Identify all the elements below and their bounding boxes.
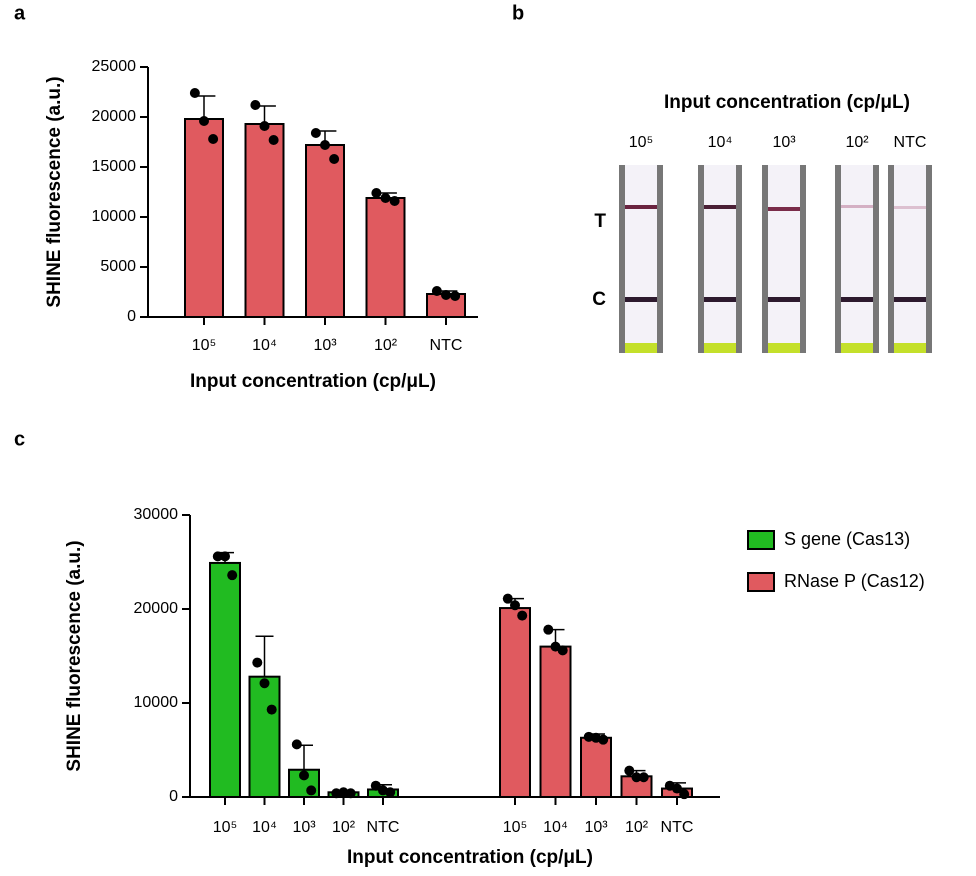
data-point — [212, 551, 223, 562]
data-point — [543, 624, 554, 635]
x-tick-label: 10⁴ — [543, 819, 568, 836]
data-point — [306, 785, 317, 796]
bar — [305, 144, 345, 318]
data-point — [250, 100, 261, 110]
x-tick-label: 10⁵ — [503, 819, 527, 836]
y-axis-label: SHINE fluorescence (a.u.) — [44, 76, 65, 307]
lane-label: 10³ — [772, 134, 796, 151]
data-point — [329, 154, 340, 164]
x-tick-label: 10⁴ — [252, 819, 277, 836]
data-point — [638, 772, 649, 783]
line-label: C — [592, 289, 606, 310]
data-point — [598, 734, 609, 745]
legend-label: S gene (Cas13) — [784, 529, 910, 549]
data-point — [259, 678, 270, 689]
y-tick-label: 20000 — [134, 600, 179, 617]
x-tick-label: 10² — [625, 819, 649, 836]
x-tick-label: 10³ — [584, 819, 608, 836]
data-point — [299, 770, 309, 781]
x-axis-label: Input concentration (cp/μL) — [347, 847, 593, 868]
bar — [499, 607, 531, 798]
data-point — [320, 140, 330, 150]
y-tick-label: 15000 — [92, 158, 137, 175]
x-axis-label: Input concentration (cp/μL) — [190, 371, 436, 392]
x-tick-label: 10³ — [313, 337, 337, 354]
data-point — [557, 645, 568, 656]
y-tick-label: 30000 — [134, 506, 179, 523]
data-point — [441, 290, 451, 300]
data-point — [631, 772, 642, 783]
lane-label: 10⁴ — [708, 134, 733, 151]
data-point — [385, 787, 396, 798]
data-point — [220, 551, 230, 562]
data-point — [624, 765, 635, 776]
lane-label: 10⁵ — [629, 134, 653, 151]
bar — [365, 197, 406, 318]
data-point — [227, 570, 238, 581]
bar — [580, 736, 612, 799]
data-point — [345, 788, 356, 799]
data-point — [450, 291, 461, 301]
bar — [248, 675, 281, 798]
data-point — [389, 196, 400, 206]
data-point — [268, 135, 279, 145]
data-point — [259, 121, 270, 131]
data-point — [380, 193, 391, 203]
strip-title: Input concentration (cp/μL) — [664, 92, 910, 113]
bar — [539, 645, 572, 798]
y-tick-label: 25000 — [92, 58, 137, 75]
panel-label: b — [512, 2, 524, 24]
legend-swatch — [747, 530, 775, 550]
x-tick-label: 10⁵ — [213, 819, 237, 836]
data-point — [672, 783, 682, 794]
panel-label: a — [14, 2, 26, 24]
bar — [209, 561, 241, 798]
data-point — [510, 600, 520, 611]
panel-label: c — [14, 428, 25, 450]
x-tick-label: 10² — [332, 819, 356, 836]
data-point — [310, 128, 321, 138]
lane-label: 10² — [845, 134, 869, 151]
x-tick-label: 10³ — [292, 819, 316, 836]
data-point — [199, 116, 209, 126]
data-point — [431, 286, 442, 296]
x-tick-label: NTC — [430, 337, 463, 354]
bar — [184, 118, 224, 318]
x-tick-label: 10⁵ — [192, 337, 216, 354]
data-point — [189, 88, 200, 98]
x-tick-label: 10⁴ — [252, 337, 277, 354]
data-point — [252, 657, 263, 668]
line-label: T — [594, 211, 606, 232]
legend-label: RNase P (Cas12) — [784, 571, 925, 591]
strips — [619, 165, 932, 353]
legend-swatch — [747, 572, 775, 592]
data-point — [266, 704, 277, 715]
bar — [244, 123, 285, 318]
y-axis-label: SHINE fluorescence (a.u.) — [64, 540, 85, 771]
data-point — [208, 134, 219, 144]
y-tick-label: 10000 — [92, 208, 137, 225]
x-tick-label: NTC — [367, 819, 400, 836]
data-point — [502, 593, 513, 604]
lane-label: NTC — [894, 134, 927, 151]
data-point — [291, 739, 302, 750]
y-tick-label: 20000 — [92, 108, 137, 125]
x-tick-label: 10² — [374, 337, 398, 354]
data-point — [371, 188, 382, 198]
data-point — [679, 789, 690, 800]
data-point — [517, 610, 528, 621]
y-tick-label: 0 — [127, 308, 136, 325]
y-tick-label: 5000 — [100, 258, 136, 275]
data-point — [370, 780, 381, 791]
x-tick-label: NTC — [661, 819, 694, 836]
y-tick-label: 10000 — [134, 694, 179, 711]
y-tick-label: 0 — [169, 788, 178, 805]
